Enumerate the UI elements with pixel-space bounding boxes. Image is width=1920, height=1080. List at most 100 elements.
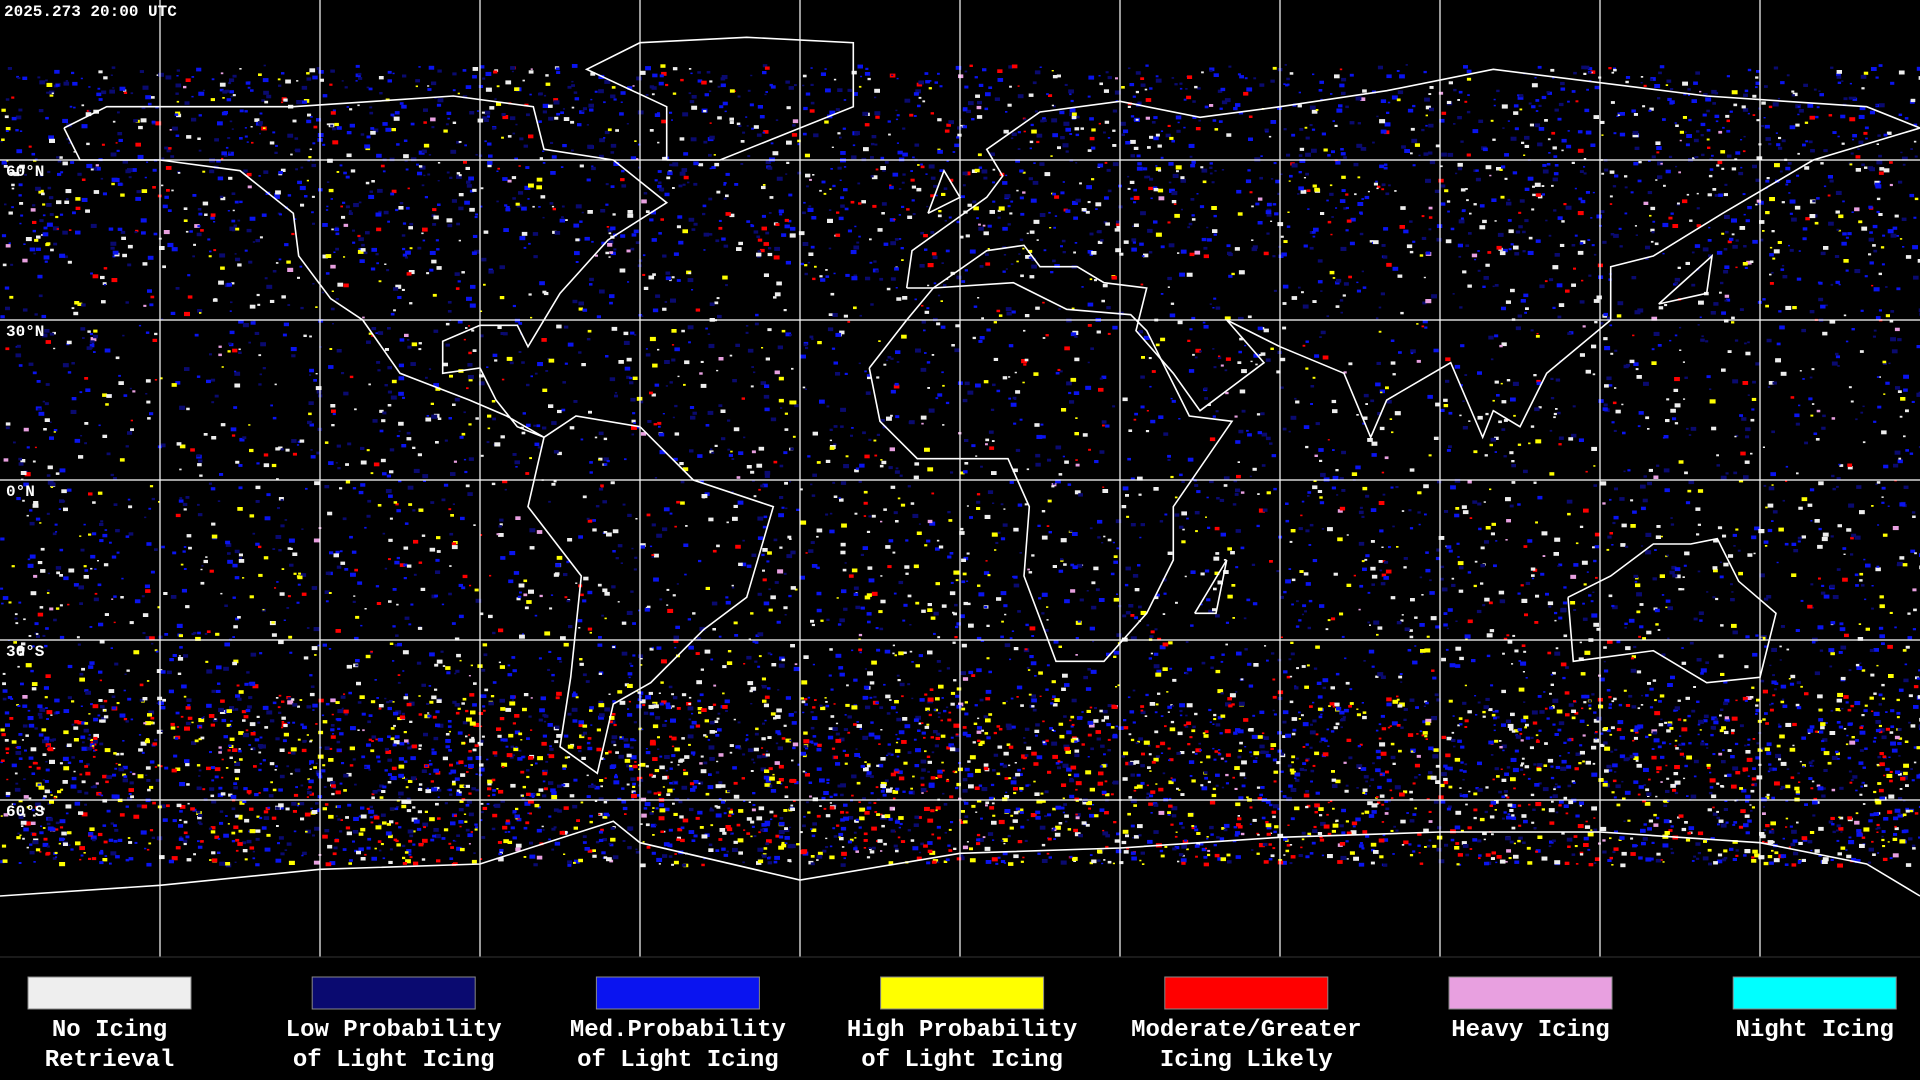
icing-pixel [946, 160, 949, 162]
icing-pixel [348, 212, 353, 215]
icing-pixel [1764, 124, 1770, 129]
icing-pixel [751, 479, 755, 482]
icing-pixel [177, 170, 181, 173]
icing-pixel [1497, 232, 1504, 237]
icing-pixel [960, 195, 965, 199]
icing-pixel [1876, 160, 1883, 165]
icing-pixel [1290, 415, 1297, 420]
icing-pixel [423, 143, 430, 148]
icing-pixel [1797, 113, 1800, 116]
icing-pixel [379, 92, 383, 95]
icing-pixel [778, 398, 784, 403]
icing-pixel [1227, 547, 1232, 551]
icing-pixel [728, 453, 733, 457]
icing-pixel [853, 274, 857, 277]
icing-pixel [1731, 167, 1737, 171]
icing-pixel [346, 664, 352, 669]
icing-pixel [1034, 70, 1041, 75]
icing-pixel [920, 231, 924, 235]
icing-pixel [507, 135, 512, 138]
icing-pixel [1305, 136, 1310, 140]
icing-pixel [973, 305, 978, 308]
icing-pixel [742, 131, 746, 134]
icing-pixel [337, 282, 344, 287]
icing-pixel [925, 173, 928, 175]
icing-pixel [469, 111, 475, 115]
icing-pixel [1633, 113, 1638, 116]
icing-pixel [703, 249, 706, 251]
icing-pixel [1758, 529, 1765, 534]
icing-pixel [1339, 199, 1346, 203]
icing-pixel [224, 89, 230, 93]
icing-pixel [1650, 228, 1655, 232]
icing-pixel [1797, 540, 1801, 543]
icing-pixel [532, 205, 535, 208]
icing-pixel [1664, 304, 1668, 307]
icing-pixel [1716, 454, 1719, 457]
icing-pixel [1859, 106, 1866, 111]
icing-pixel [1872, 244, 1876, 247]
icing-pixel [1511, 481, 1516, 484]
icing-pixel [1151, 370, 1156, 373]
icing-pixel [924, 447, 930, 452]
icing-pixel [481, 257, 487, 262]
icing-pixel [1785, 183, 1789, 186]
icing-pixel [1421, 325, 1425, 328]
icing-pixel [1312, 376, 1316, 379]
icing-pixel [492, 417, 496, 421]
icing-pixel [1807, 103, 1814, 108]
icing-pixel [672, 187, 675, 189]
icing-pixel [305, 487, 308, 490]
icing-pixel [197, 137, 201, 140]
icing-pixel [1615, 409, 1621, 414]
icing-pixel [221, 366, 224, 368]
icing-pixel [248, 341, 251, 344]
icing-pixel [1212, 119, 1217, 122]
icing-pixel [835, 108, 840, 111]
icing-pixel [1598, 399, 1604, 403]
icing-pixel [1875, 184, 1882, 189]
icing-pixel [1687, 489, 1692, 493]
icing-pixel [185, 605, 190, 609]
icing-pixel [870, 156, 874, 159]
icing-pixel [1409, 250, 1414, 254]
icing-pixel [131, 168, 137, 172]
icing-pixel [486, 366, 489, 368]
icing-pixel [1086, 185, 1092, 190]
icing-pixel [857, 64, 863, 69]
icing-pixel [1112, 162, 1119, 167]
icing-pixel [1829, 319, 1836, 324]
icing-pixel [408, 270, 415, 275]
icing-pixel [1700, 134, 1704, 137]
icing-pixel [1490, 358, 1494, 361]
icing-pixel [875, 269, 879, 273]
icing-pixel [627, 281, 630, 283]
icing-pixel [1634, 225, 1637, 227]
icing-pixel [302, 100, 307, 104]
icing-pixel [1016, 260, 1019, 263]
icing-pixel [609, 377, 616, 382]
icing-pixel [1517, 95, 1524, 100]
icing-pixel [183, 219, 188, 222]
icing-pixel [1659, 65, 1665, 69]
icing-pixel [1764, 85, 1768, 88]
icing-pixel [1790, 396, 1795, 399]
icing-pixel [1534, 123, 1540, 128]
icing-pixel [467, 363, 473, 367]
icing-pixel [992, 502, 995, 504]
icing-pixel [1052, 192, 1056, 196]
icing-pixel [275, 535, 282, 539]
icing-pixel [661, 71, 667, 76]
icing-pixel [84, 442, 87, 445]
icing-pixel [810, 245, 815, 249]
icing-pixel [753, 495, 757, 498]
icing-pixel [437, 98, 444, 103]
icing-pixel [688, 92, 692, 95]
icing-pixel [761, 347, 764, 349]
icing-pixel [557, 409, 562, 414]
icing-pixel [1365, 494, 1370, 498]
icing-pixel [1706, 138, 1710, 141]
icing-pixel [866, 530, 871, 533]
icing-pixel [742, 539, 745, 542]
icing-pixel [1188, 369, 1195, 373]
